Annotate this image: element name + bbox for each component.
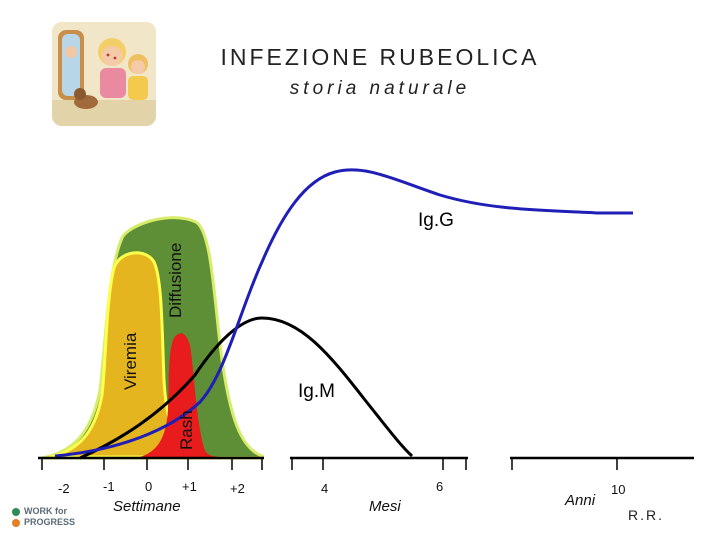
viremia-label: Viremia <box>121 332 140 390</box>
page-title: INFEZIONE RUBEOLICA <box>220 44 540 70</box>
viremia-phase-area <box>49 251 190 459</box>
years-unit-label: Anni <box>564 492 596 509</box>
rash-phase-area <box>140 333 222 457</box>
tick-label: 4 <box>321 481 328 496</box>
tick-label: -1 <box>103 479 115 494</box>
igm-label: Ig.M <box>298 381 335 402</box>
tick-label: +2 <box>230 481 245 496</box>
work-for-progress-logo: WORK for PROGRESS <box>10 500 84 536</box>
children-illustration <box>52 22 156 126</box>
tick-label: 10 <box>611 482 625 497</box>
axis-break-2 <box>468 453 510 464</box>
rash-label: Rash <box>177 410 196 450</box>
page-subtitle: storia naturale <box>289 78 471 99</box>
logo-art: WORK for PROGRESS <box>12 506 75 527</box>
tick-label: +1 <box>182 479 197 494</box>
axis-ticks <box>41 458 618 470</box>
tick-labels: -2 -1 0 +1 +2 4 6 10 <box>58 479 625 497</box>
axis-break-1 <box>264 453 290 464</box>
igg-label: Ig.G <box>418 210 454 231</box>
children-illustration-art <box>52 22 156 126</box>
igm-curve <box>79 316 414 460</box>
author-initials: R.R. <box>628 507 664 523</box>
igg-curve <box>54 168 633 458</box>
logo-line-2: PROGRESS <box>24 517 75 527</box>
weeks-unit-label: Settimane <box>113 498 181 515</box>
tick-label: 0 <box>145 479 152 494</box>
months-unit-label: Mesi <box>369 498 401 515</box>
logo-line-1: WORK for <box>24 506 67 516</box>
tick-label: -2 <box>58 481 70 496</box>
diffusione-label: Diffusione <box>166 243 185 318</box>
tick-label: 6 <box>436 479 443 494</box>
